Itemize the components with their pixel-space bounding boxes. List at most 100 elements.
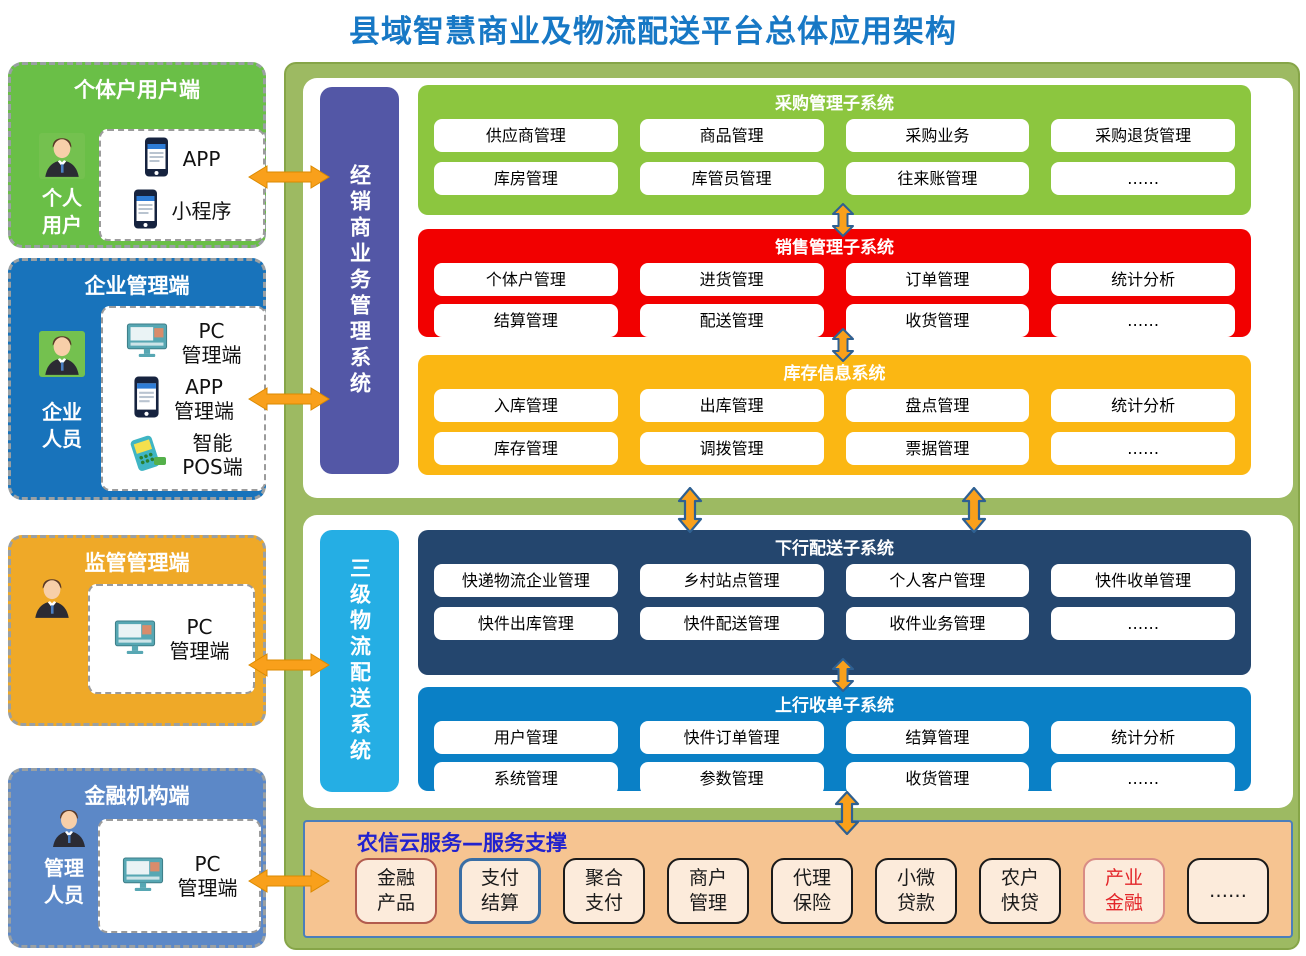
panel-individual-users: 个体户用户端 个人 用户 APP 小程序 <box>8 62 266 248</box>
cloud-item-line: 金融 <box>376 867 415 890</box>
connector-arrow-finance <box>246 868 332 894</box>
logistics-system-box: 三级物流配送系统 下行配送子系统 快递物流企业管理 乡村站点管理 个人客户管理 … <box>303 515 1293 808</box>
client-label: PC 管理端 <box>178 852 238 900</box>
module-pill: 库管员管理 <box>639 162 824 195</box>
module-pill: 个体户管理 <box>434 263 618 296</box>
cloud-item-line: 结算 <box>480 892 519 914</box>
connector-arrow-down-up <box>831 658 855 696</box>
smart-pos-icon <box>124 433 168 477</box>
module-pill: 供应商管理 <box>434 119 618 152</box>
connector-arrow-systems-left <box>677 486 703 537</box>
module-pill: 往来账管理 <box>845 162 1030 195</box>
panel-regulator: 监管管理端 PC 管理端 <box>8 535 266 726</box>
connector-arrow-cloud <box>834 790 860 839</box>
client-label-line: 管理端 <box>169 639 230 663</box>
cloud-item-merchant-management: 商户 管理 <box>667 858 749 924</box>
client-label-line: PC <box>194 852 221 876</box>
role-label: 管理 人员 <box>25 855 103 909</box>
module-pill: 快件收单管理 <box>1051 564 1235 597</box>
cloud-item-aggregated-payment: 聚合 支付 <box>563 858 645 924</box>
smartphone-icon <box>133 376 160 422</box>
sales-subsystem-title: 销售管理子系统 <box>775 238 894 258</box>
client-box: PC 管理端 <box>88 584 255 694</box>
module-pill: 收货管理 <box>845 304 1030 337</box>
client-label-line: PC <box>186 615 213 639</box>
module-pill: 快件配送管理 <box>639 607 824 640</box>
cloud-service-items: 金融 产品 支付 结算 聚合 支付 商户 管理 代理 保险 小微 贷款 <box>355 858 1269 924</box>
cloud-item-payment-settlement: 支付 结算 <box>459 858 541 924</box>
module-pill: 统计分析 <box>1051 263 1235 296</box>
cloud-item-industrial-finance: 产业 金融 <box>1083 858 1165 924</box>
client-row: APP <box>101 133 263 185</box>
business-person-icon <box>39 133 85 179</box>
module-pill: 配送管理 <box>639 304 824 337</box>
module-pill: …… <box>1051 607 1235 640</box>
module-pill: 商品管理 <box>639 119 824 152</box>
cloud-item-line: 农户 <box>1000 867 1039 890</box>
panel-enterprise-title: 企业管理端 <box>84 274 190 298</box>
client-label: 智能 POS端 <box>182 431 243 479</box>
distributor-system-bar-label: 经销商业务管理系统 <box>347 163 372 398</box>
inventory-subsystem-title: 库存信息系统 <box>783 364 886 384</box>
module-pill: 参数管理 <box>639 762 824 795</box>
panel-individual-title: 个体户用户端 <box>74 78 200 102</box>
cloud-item-line: 支付 <box>480 867 519 890</box>
platform-panel: 经销商业务管理系统 采购管理子系统 供应商管理 商品管理 采购业务 采购退货管理… <box>284 62 1300 950</box>
connector-arrow-sales-inventory <box>831 328 855 366</box>
client-row: PC 管理端 <box>103 315 264 371</box>
module-pill: 库房管理 <box>434 162 618 195</box>
client-label: PC 管理端 <box>170 615 230 663</box>
role-label: 个人 用户 <box>23 185 101 239</box>
module-pill: …… <box>1051 304 1235 337</box>
client-box: APP 小程序 <box>99 129 265 241</box>
cloud-services-box: 农信云服务—服务支撑 金融 产品 支付 结算 聚合 支付 商户 管理 代理 保险 <box>303 820 1293 938</box>
role-line: 用户 <box>42 213 82 237</box>
role-line: 个人 <box>42 186 82 210</box>
desktop-monitor-icon <box>122 857 164 896</box>
connector-arrow-purchase-sales <box>831 203 855 241</box>
module-pill: 用户管理 <box>434 721 618 754</box>
module-pill: 快件出库管理 <box>434 607 618 640</box>
client-box: PC 管理端 <box>98 819 261 933</box>
module-pill: 票据管理 <box>845 432 1030 465</box>
cloud-item-line: 贷款 <box>896 892 935 914</box>
module-pill: 快件订单管理 <box>639 721 824 754</box>
role-line: 企业 <box>42 400 82 424</box>
role-line: 人员 <box>42 427 82 451</box>
cloud-item-line: 快贷 <box>1000 892 1039 914</box>
client-label-line: POS端 <box>182 454 243 479</box>
downstream-subsystem: 下行配送子系统 快递物流企业管理 乡村站点管理 个人客户管理 快件收单管理 快件… <box>418 530 1251 675</box>
inventory-modules: 入库管理 出库管理 盘点管理 统计分析 库存管理 调拨管理 票据管理 …… <box>418 384 1251 465</box>
cloud-item-insurance-agency: 代理 保险 <box>771 858 853 924</box>
cloud-item-financial-products: 金融 产品 <box>355 858 437 924</box>
upstream-modules: 用户管理 快件订单管理 结算管理 统计分析 系统管理 参数管理 收货管理 …… <box>418 716 1251 795</box>
purchase-modules: 供应商管理 商品管理 采购业务 采购退货管理 库房管理 库管员管理 往来账管理 … <box>418 114 1251 195</box>
distributor-system-box: 经销商业务管理系统 采购管理子系统 供应商管理 商品管理 采购业务 采购退货管理… <box>303 78 1293 498</box>
module-pill: 乡村站点管理 <box>639 564 824 597</box>
module-pill: …… <box>1051 162 1235 195</box>
sales-modules: 个体户管理 进货管理 订单管理 统计分析 结算管理 配送管理 收货管理 …… <box>418 258 1251 337</box>
cloud-item-line: 保险 <box>792 892 831 914</box>
cloud-item-ellipsis: …… <box>1187 858 1269 924</box>
logistics-system-bar-label: 三级物流配送系统 <box>347 557 372 765</box>
cloud-item-micro-loans: 小微 贷款 <box>875 858 957 924</box>
module-pill: 库存管理 <box>434 432 618 465</box>
smartphone-icon <box>133 189 158 233</box>
module-pill: 统计分析 <box>1051 389 1235 422</box>
desktop-monitor-icon <box>114 620 156 659</box>
client-label: PC 管理端 <box>182 319 242 367</box>
client-row: 智能 POS端 <box>103 427 264 483</box>
module-pill: 结算管理 <box>845 721 1030 754</box>
client-row: PC 管理端 <box>100 848 259 904</box>
connector-arrow-enterprise <box>246 386 332 412</box>
client-label-line: PC <box>198 318 225 343</box>
module-pill: 出库管理 <box>639 389 824 422</box>
upstream-subsystem: 上行收单子系统 用户管理 快件订单管理 结算管理 统计分析 系统管理 参数管理 … <box>418 687 1251 795</box>
upstream-subsystem-title: 上行收单子系统 <box>775 696 894 716</box>
cloud-services-title: 农信云服务—服务支撑 <box>357 831 567 855</box>
module-pill: 结算管理 <box>434 304 618 337</box>
client-box: PC 管理端 APP 管理端 智能 POS端 <box>101 306 266 491</box>
panel-enterprise: 企业管理端 企业 人员 PC 管理端 APP <box>8 258 266 500</box>
client-label: 小程序 <box>171 199 232 223</box>
connector-arrow-individual <box>246 164 332 190</box>
